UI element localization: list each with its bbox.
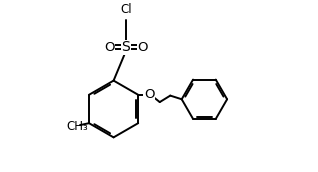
Text: O: O [137,41,148,54]
Text: CH₃: CH₃ [66,120,88,133]
Text: Cl: Cl [120,3,132,16]
Text: O: O [104,41,114,54]
Text: S: S [121,40,130,54]
Text: O: O [144,88,155,101]
